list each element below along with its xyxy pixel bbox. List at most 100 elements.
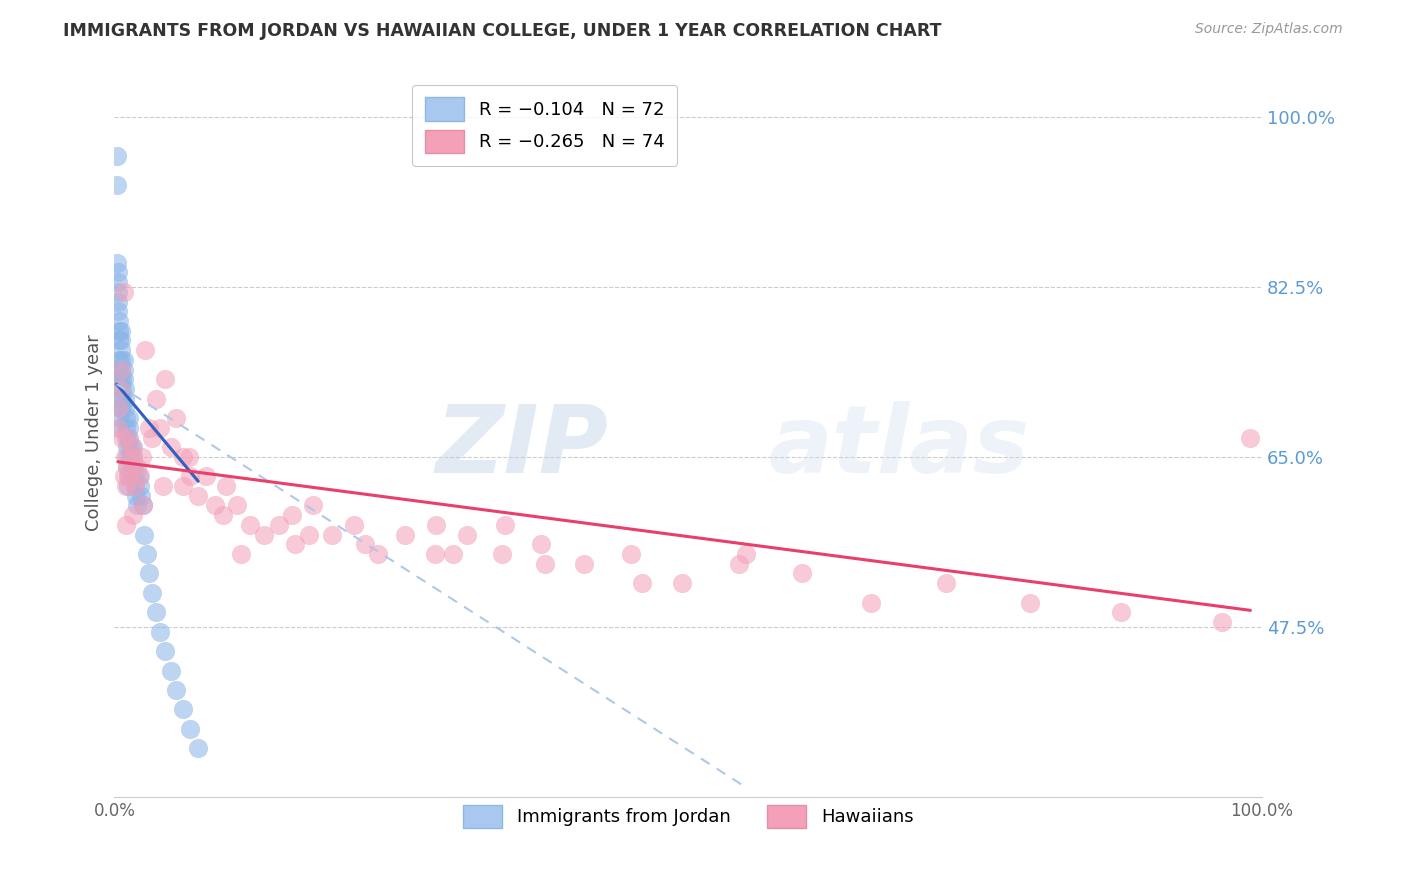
Point [152, 479, 174, 493]
Point [935, 576, 957, 591]
Point [134, 343, 156, 358]
Legend: Immigrants from Jordan, Hawaiians: Immigrants from Jordan, Hawaiians [456, 797, 921, 835]
Point [121, 450, 143, 464]
Point [533, 557, 555, 571]
Point [179, 722, 201, 736]
Point [115, 517, 138, 532]
Point [108, 392, 131, 406]
Point [114, 392, 136, 406]
Point [112, 362, 135, 376]
Point [790, 566, 813, 581]
Point [267, 517, 290, 532]
Point [321, 527, 343, 541]
Point [187, 489, 209, 503]
Point [149, 421, 172, 435]
Point [172, 479, 194, 493]
Point [159, 664, 181, 678]
Point [204, 499, 226, 513]
Point [149, 624, 172, 639]
Point [111, 382, 134, 396]
Point [1019, 596, 1042, 610]
Text: ZIP: ZIP [434, 401, 607, 493]
Point [135, 547, 157, 561]
Point [121, 508, 143, 523]
Point [110, 362, 132, 376]
Point [118, 421, 141, 435]
Point [107, 421, 129, 435]
Point [1239, 430, 1261, 444]
Point [367, 547, 389, 561]
Point [108, 314, 131, 328]
Point [112, 372, 135, 386]
Point [117, 430, 139, 444]
Point [128, 469, 150, 483]
Point [423, 547, 446, 561]
Point [159, 440, 181, 454]
Point [302, 499, 325, 513]
Point [108, 382, 131, 396]
Point [111, 401, 134, 416]
Point [353, 537, 375, 551]
Point [1211, 615, 1233, 629]
Point [165, 683, 187, 698]
Point [107, 304, 129, 318]
Point [108, 334, 131, 348]
Point [115, 450, 138, 464]
Point [530, 537, 553, 551]
Point [494, 517, 516, 532]
Point [631, 576, 654, 591]
Point [115, 440, 138, 454]
Point [117, 479, 139, 493]
Point [112, 352, 135, 367]
Point [122, 459, 145, 474]
Point [110, 324, 132, 338]
Point [112, 469, 135, 483]
Point [172, 702, 194, 716]
Point [111, 430, 134, 444]
Point [172, 450, 194, 464]
Point [124, 479, 146, 493]
Point [114, 450, 136, 464]
Point [491, 547, 513, 561]
Point [115, 459, 138, 474]
Text: atlas: atlas [769, 401, 1029, 493]
Point [107, 294, 129, 309]
Point [121, 459, 143, 474]
Point [212, 508, 235, 523]
Point [215, 479, 238, 493]
Point [108, 372, 131, 386]
Point [727, 557, 749, 571]
Point [425, 517, 447, 532]
Point [108, 401, 131, 416]
Point [121, 469, 143, 483]
Point [153, 644, 176, 658]
Point [441, 547, 464, 561]
Point [141, 430, 163, 444]
Point [132, 499, 155, 513]
Point [252, 527, 274, 541]
Point [165, 411, 187, 425]
Point [120, 450, 142, 464]
Point [620, 547, 643, 561]
Point [145, 605, 167, 619]
Point [1109, 605, 1132, 619]
Point [281, 508, 304, 523]
Point [124, 469, 146, 483]
Point [125, 489, 148, 503]
Point [110, 352, 132, 367]
Point [343, 517, 366, 532]
Point [124, 479, 146, 493]
Point [153, 372, 176, 386]
Point [671, 576, 693, 591]
Point [129, 489, 152, 503]
Point [132, 499, 155, 513]
Point [108, 362, 131, 376]
Point [108, 352, 131, 367]
Point [115, 421, 138, 435]
Point [108, 411, 131, 425]
Point [110, 343, 132, 358]
Point [734, 547, 756, 561]
Point [128, 469, 150, 483]
Point [456, 527, 478, 541]
Point [138, 421, 160, 435]
